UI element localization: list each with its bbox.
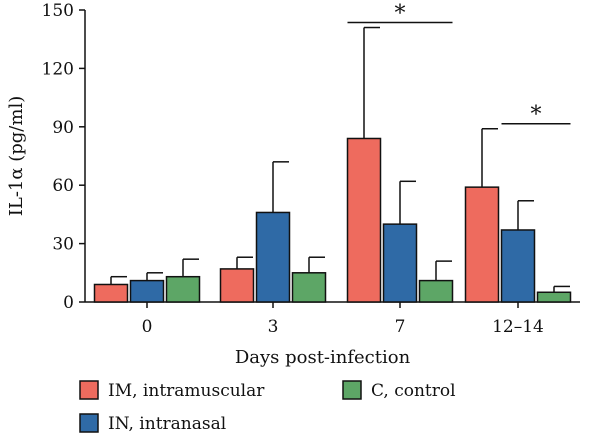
bar <box>219 268 255 303</box>
y-tick-label: 90 <box>52 118 74 138</box>
legend-swatch <box>79 380 99 400</box>
bar <box>536 291 572 303</box>
x-tick-label: 12–14 <box>492 317 544 337</box>
y-tick-label: 0 <box>63 293 74 313</box>
x-tick-label: 0 <box>142 317 153 337</box>
legend-label: C, control <box>371 381 456 401</box>
significance-star: * <box>395 2 406 27</box>
significance-markers: ** <box>347 2 571 128</box>
bar <box>346 137 382 303</box>
legend-label: IM, intramuscular <box>108 381 265 401</box>
bar <box>93 283 129 303</box>
bar <box>291 272 327 303</box>
x-axis-title: Days post-infection <box>235 347 411 368</box>
significance-star: * <box>531 103 542 128</box>
x-tick-label: 7 <box>395 317 406 337</box>
bar <box>165 275 201 303</box>
bar <box>255 211 291 303</box>
y-tick-label: 60 <box>52 176 74 196</box>
x-ticks: 0 3 7 12–14 <box>142 302 544 337</box>
bar <box>382 223 418 303</box>
y-tick-label: 30 <box>52 235 74 255</box>
y-tick-label: 150 <box>42 1 74 21</box>
y-tick-label: 120 <box>42 59 74 79</box>
legend-label: IN, intranasal <box>108 414 226 434</box>
bar <box>418 279 454 303</box>
bar <box>500 229 536 303</box>
legend: IM, intramuscular IN, intranasal C, contro… <box>79 380 456 434</box>
legend-swatch <box>342 380 362 400</box>
bar <box>464 186 500 303</box>
y-axis-title: IL-1α (pg/ml) <box>6 96 27 216</box>
bars <box>93 26 572 303</box>
x-tick-label: 3 <box>268 317 279 337</box>
y-ticks: 0 30 60 90 120 150 <box>42 1 85 313</box>
legend-swatch <box>79 413 99 433</box>
bar <box>129 279 165 303</box>
